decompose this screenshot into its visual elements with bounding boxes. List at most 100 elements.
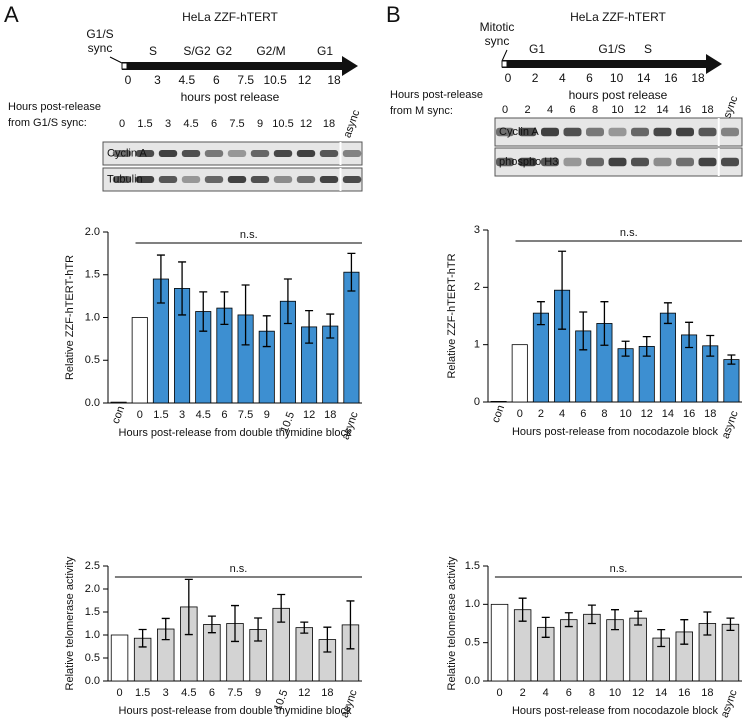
error-bar — [600, 301, 609, 346]
lane-label: 10.5 — [272, 118, 293, 130]
error-bar — [541, 616, 550, 638]
x-tick-label: 14 — [662, 408, 674, 420]
y-tick-label: 1.0 — [465, 598, 480, 610]
timeline-tick: 10.5 — [263, 73, 287, 87]
y-tick-label: 0.0 — [85, 675, 100, 687]
lane-label: 1.5 — [137, 118, 152, 130]
x-tick-label: 4.5 — [181, 687, 196, 699]
error-bar — [254, 617, 263, 642]
error-bar — [579, 311, 588, 351]
error-bar — [300, 621, 309, 634]
error-bar — [305, 310, 314, 344]
bar — [490, 603, 509, 682]
blot-band — [227, 150, 247, 157]
error-bar — [558, 250, 567, 330]
lane-label: 6 — [211, 118, 217, 130]
y-tick-label: 0.5 — [465, 637, 480, 649]
timeline-tick: 4.5 — [179, 73, 196, 87]
x-tick-label: 18 — [701, 687, 713, 699]
error-bar — [346, 600, 355, 650]
error-bar — [634, 610, 643, 626]
error-bar — [703, 611, 712, 636]
blot-band — [608, 127, 627, 137]
x-tick-label: 3 — [179, 409, 185, 421]
blot-band — [158, 176, 178, 183]
sync-label: Mitotic — [480, 20, 515, 34]
x-tick-label: 16 — [683, 408, 695, 420]
error-bar — [178, 261, 187, 316]
y-tick-label: 2.0 — [85, 226, 100, 238]
lane-label: 12 — [300, 118, 312, 130]
blot-band — [676, 157, 694, 167]
y-tick-label: 2 — [474, 281, 480, 293]
phase-label: S — [149, 44, 157, 58]
sync-pointer — [109, 56, 123, 64]
blot-band — [586, 157, 604, 167]
x-tick-label: 6 — [221, 409, 227, 421]
lane-label: 4.5 — [183, 118, 198, 130]
blot-band — [296, 176, 316, 183]
x-tick-label: 1.5 — [135, 687, 150, 699]
timeline-tick: 0 — [125, 73, 132, 87]
blot-band — [273, 150, 293, 157]
bar — [110, 401, 127, 404]
bar — [629, 617, 647, 682]
lane-label: 2 — [524, 104, 530, 116]
y-tick-label: 0 — [474, 396, 480, 408]
lane-label: 10 — [611, 104, 623, 116]
blot-band — [204, 176, 224, 183]
error-bar — [277, 593, 286, 623]
x-tick-label: 18 — [704, 408, 716, 420]
error-bar — [207, 615, 216, 634]
blot-band — [496, 127, 514, 137]
blot-band — [273, 176, 293, 183]
error-bar — [536, 301, 545, 326]
x-tick-label: 8 — [589, 687, 595, 699]
x-tick-label: async — [720, 409, 741, 441]
x-tick-label: 12 — [632, 687, 644, 699]
y-tick-label: 0.5 — [85, 354, 100, 366]
error-bar — [587, 604, 596, 625]
y-axis-label: Relative telomerase activity — [446, 556, 458, 690]
blot-band — [721, 127, 739, 137]
x-tick-label: 10 — [609, 687, 621, 699]
y-tick-label: 0.0 — [465, 675, 480, 687]
lane-label: 16 — [679, 104, 691, 116]
bar — [110, 634, 129, 682]
x-tick-label: 0 — [116, 687, 122, 699]
timeline-arrow — [706, 54, 722, 74]
sync-label: G1/S — [86, 27, 113, 41]
error-bar — [262, 315, 271, 348]
blot-header: from M sync: — [390, 105, 453, 117]
timeline-start — [121, 62, 128, 70]
blot-band — [631, 127, 649, 137]
blot-row-label: Cyclin A — [107, 147, 147, 159]
blot-band — [250, 150, 270, 157]
y-tick-label: 0.0 — [85, 397, 100, 409]
blot-row-label: Cyclin A — [499, 126, 539, 138]
significance-label: n.s. — [610, 563, 628, 575]
bar — [583, 613, 601, 682]
blot-row-label: Tubulin — [107, 173, 143, 185]
x-tick-label: 2 — [538, 408, 544, 420]
blot-band — [204, 150, 224, 157]
sync-pointer — [501, 49, 508, 62]
x-tick-label: con — [110, 405, 127, 426]
timeline-bar — [122, 62, 344, 70]
error-bar — [156, 254, 165, 304]
blot-band — [112, 176, 132, 183]
x-tick-label: 6 — [209, 687, 215, 699]
bar — [560, 619, 578, 682]
phase-label: S — [644, 42, 652, 56]
error-bar — [642, 335, 651, 357]
lane-label: 14 — [656, 104, 668, 116]
x-tick-label: 4 — [559, 408, 565, 420]
y-axis-label: Relative ZZF-hTERT-hTR — [446, 253, 458, 378]
blot-band — [608, 157, 627, 167]
x-axis-label: Hours post-release from double thymidine… — [119, 705, 352, 717]
phase-label: G2 — [216, 44, 232, 58]
blot-band — [676, 127, 694, 137]
x-tick-label: 9 — [255, 687, 261, 699]
lane-label: 18 — [323, 118, 335, 130]
significance-label: n.s. — [620, 227, 638, 239]
